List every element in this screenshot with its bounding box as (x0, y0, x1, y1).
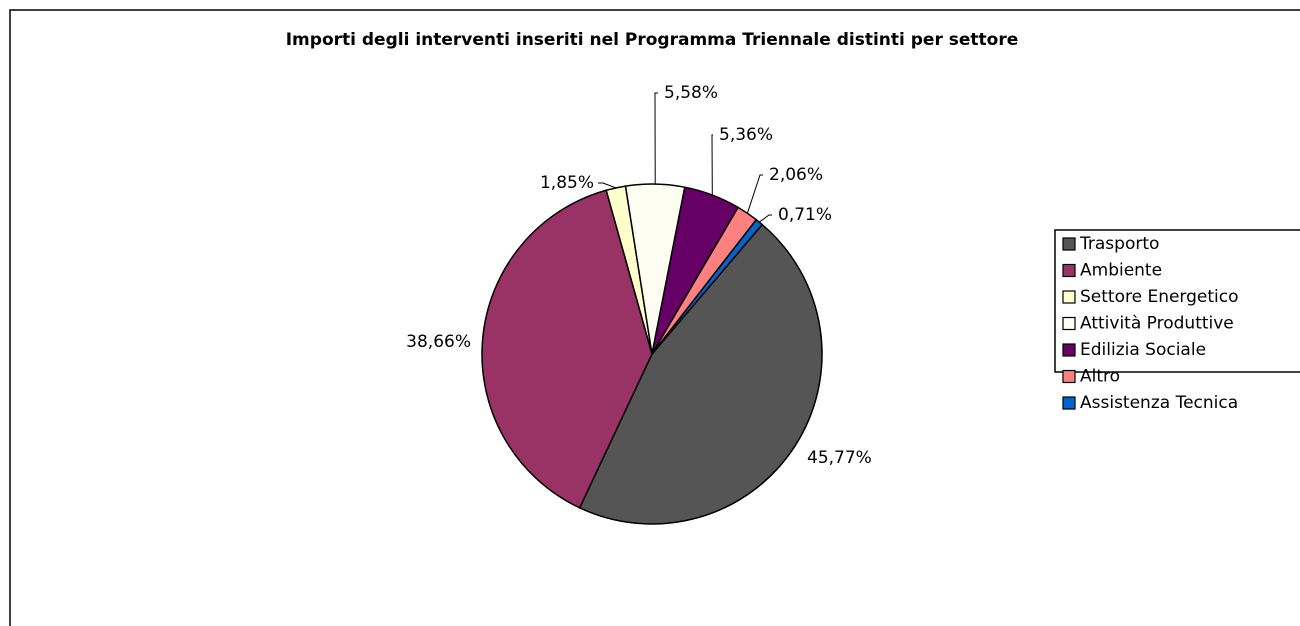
leader-line (654, 92, 658, 185)
leader-line (758, 214, 772, 223)
data-label: 45,77% (807, 448, 872, 468)
data-label: 5,36% (719, 125, 773, 145)
legend-label: Ambiente (1080, 261, 1162, 281)
legend-label: Edilizia Sociale (1080, 340, 1206, 360)
legend-swatch (1062, 316, 1076, 331)
legend-swatch (1062, 237, 1076, 251)
legend-swatch (1062, 343, 1076, 357)
legend-label: Settore Energetico (1080, 287, 1239, 307)
legend-label: Trasporto (1079, 234, 1159, 254)
legend-swatch (1062, 263, 1076, 278)
data-label: 2,06% (769, 165, 823, 185)
pie-slice (578, 223, 823, 525)
chart-title: Importi degli interventi inseriti nel Pr… (286, 30, 1019, 50)
data-label: 1,85% (540, 173, 594, 193)
pie-slice (481, 189, 653, 509)
leader-line (746, 174, 763, 214)
legend-box (1054, 229, 1300, 373)
legend-swatch (1062, 369, 1076, 384)
data-label: 5,58% (664, 83, 718, 103)
data-label: 0,71% (778, 205, 832, 225)
legend-swatch (1062, 396, 1076, 410)
legend-label: Attività Produttive (1080, 314, 1234, 334)
data-label: 38,66% (406, 332, 471, 352)
leader-line (598, 182, 616, 189)
legend-label: Assistenza Tecnica (1080, 393, 1238, 413)
legend-label: Altro (1080, 367, 1120, 387)
legend-swatch (1062, 290, 1076, 304)
leader-line (711, 134, 713, 196)
